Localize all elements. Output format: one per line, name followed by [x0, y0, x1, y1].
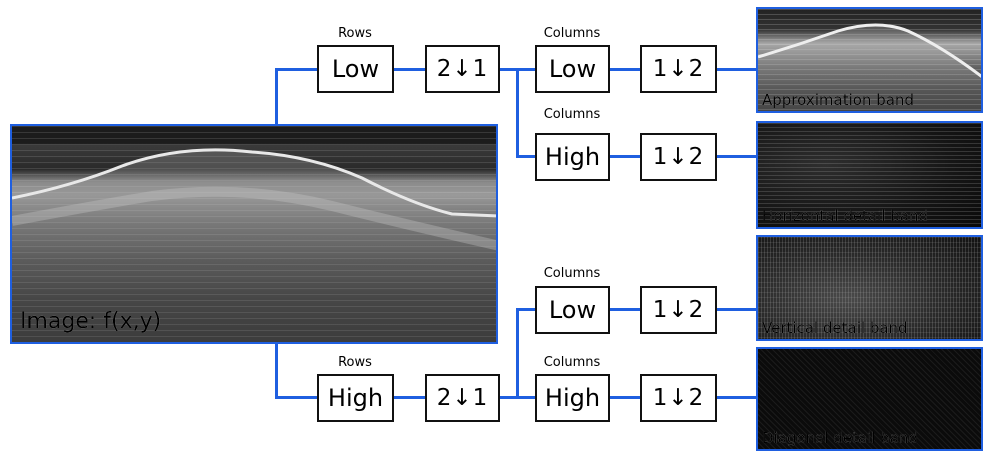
connector — [516, 155, 535, 158]
connector — [275, 68, 317, 71]
rows-downsample-top: 2↓1 — [425, 45, 500, 93]
vertical-detail-band-label: Vertical detail band — [762, 319, 908, 337]
connector — [516, 68, 519, 157]
columns-low-filter-top: Low — [535, 45, 610, 93]
columns-downsample-vertical: 1↓2 — [640, 286, 717, 334]
approximation-band-image: Approximation band — [756, 7, 983, 113]
connector — [275, 343, 278, 398]
connector — [275, 396, 317, 399]
columns-caption-top-high: Columns — [543, 107, 601, 122]
vertical-detail-band-image: Vertical detail band — [756, 235, 983, 341]
rows-downsample-bottom: 2↓1 — [425, 374, 500, 422]
connector — [393, 396, 425, 399]
diagonal-detail-band-label: Diagonal detail band — [762, 429, 918, 447]
columns-downsample-diagonal: 1↓2 — [640, 374, 717, 422]
approximation-band-label: Approximation band — [762, 91, 914, 109]
horizontal-detail-band-image: Horizontal detail band — [756, 121, 983, 229]
rows-low-filter: Low — [317, 45, 394, 93]
diagonal-detail-band-image: Diagonal detail band — [756, 347, 983, 451]
columns-caption-bottom-high: Columns — [543, 355, 601, 370]
columns-downsample-horizontal: 1↓2 — [640, 133, 717, 181]
connector — [716, 155, 756, 158]
connector — [275, 69, 278, 125]
input-image: Image: f(x,y) — [10, 124, 498, 344]
columns-caption-bottom-low: Columns — [543, 266, 601, 281]
connector — [716, 308, 756, 311]
columns-low-filter-bottom: Low — [535, 286, 610, 334]
rows-high-filter: High — [317, 374, 394, 422]
connector — [393, 68, 425, 71]
columns-caption-top-low: Columns — [543, 26, 601, 41]
connector — [609, 396, 640, 399]
tissue-surface-graphic — [12, 148, 496, 342]
connector — [716, 396, 756, 399]
columns-high-filter-bottom: High — [535, 374, 610, 422]
connector — [516, 309, 519, 399]
columns-downsample-approx: 1↓2 — [640, 45, 717, 93]
connector — [609, 155, 640, 158]
connector — [716, 68, 756, 71]
rows-caption-bottom: Rows — [338, 355, 372, 370]
approx-tissue-graphic — [758, 23, 981, 111]
input-image-label: Image: f(x,y) — [20, 309, 162, 334]
connector — [609, 68, 640, 71]
horizontal-detail-band-label: Horizontal detail band — [762, 207, 929, 225]
columns-high-filter-top: High — [535, 133, 610, 181]
connector — [609, 308, 640, 311]
rows-caption-top: Rows — [338, 26, 372, 41]
connector — [516, 308, 535, 311]
